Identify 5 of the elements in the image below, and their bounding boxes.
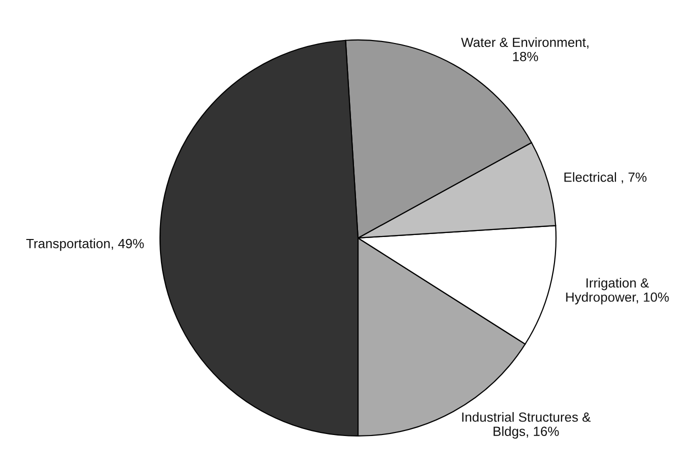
slice-label: Industrial Structures & Bldgs, 16% <box>462 412 591 439</box>
slice-label: Water & Environment, 18% <box>461 37 588 62</box>
slice-label: Electrical , 7% <box>564 172 646 184</box>
slice-label: Transportation, 49% <box>26 238 144 251</box>
slice-label: Irrigation & Hydropower, 10% <box>566 278 669 304</box>
